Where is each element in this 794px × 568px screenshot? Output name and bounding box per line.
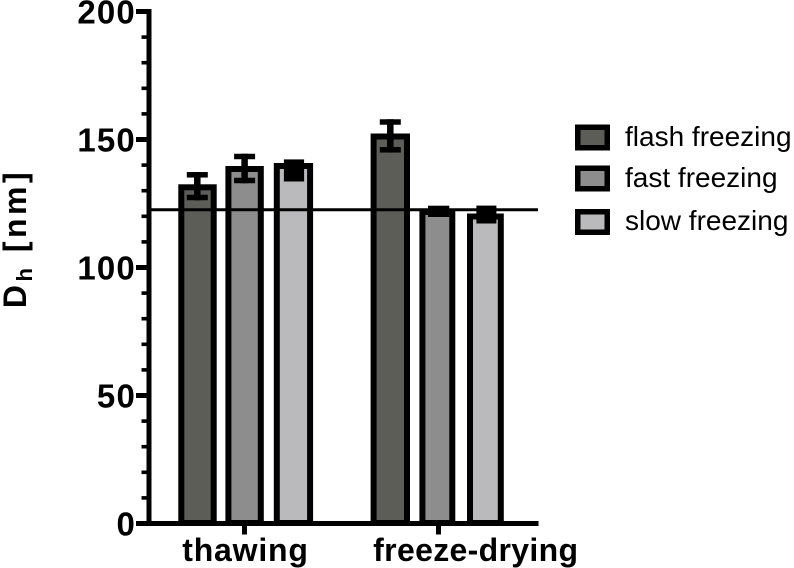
svg-text:slow freezing: slow freezing [625, 205, 788, 236]
svg-text:50: 50 [97, 378, 136, 415]
svg-text:fast freezing: fast freezing [625, 162, 778, 193]
svg-text:200: 200 [77, 0, 136, 31]
svg-text:thawing: thawing [182, 532, 308, 568]
svg-text:100: 100 [77, 250, 136, 287]
svg-text:freeze-drying: freeze-drying [373, 532, 578, 568]
svg-text:150: 150 [77, 122, 136, 159]
svg-text:flash freezing: flash freezing [625, 121, 792, 152]
svg-text:Dh [nm]: Dh [nm] [0, 169, 37, 308]
svg-text:0: 0 [116, 506, 136, 543]
